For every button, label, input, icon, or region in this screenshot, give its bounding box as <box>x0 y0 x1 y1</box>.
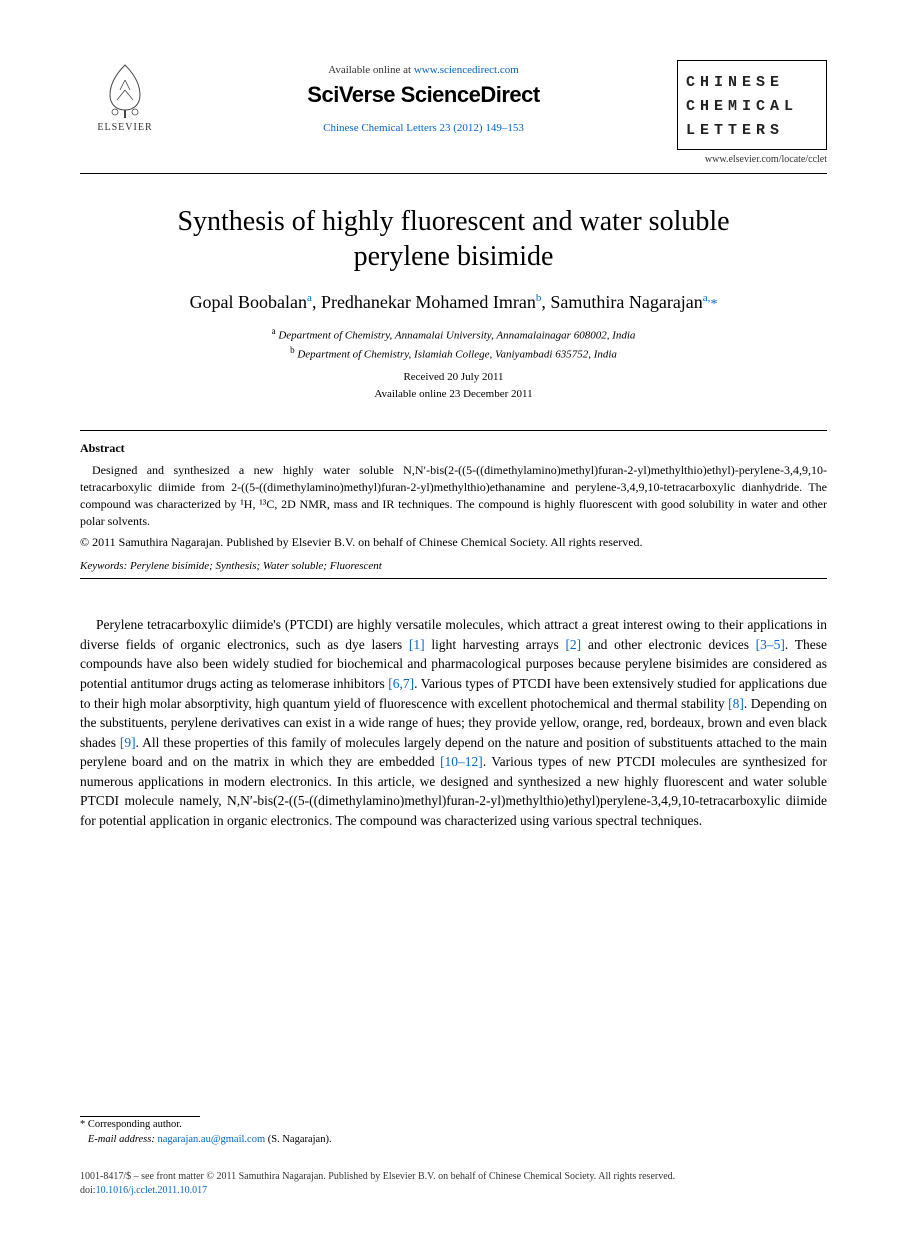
keywords-line: Keywords: Perylene bisimide; Synthesis; … <box>80 560 827 572</box>
date-received: Received 20 July 2011 <box>80 369 827 386</box>
ref-3-5[interactable]: [3–5] <box>756 637 785 652</box>
header-rule <box>80 173 827 174</box>
abstract-body: Designed and synthesized a new highly wa… <box>80 462 827 529</box>
corresponding-email[interactable]: nagarajan.au@gmail.com <box>157 1134 265 1145</box>
email-line: E-mail address: nagarajan.au@gmail.com (… <box>80 1132 827 1148</box>
page-header: ELSEVIER Available online at www.science… <box>80 60 827 165</box>
body-frag-3: and other electronic devices <box>581 637 755 652</box>
affiliations: a Department of Chemistry, Annamalai Uni… <box>80 325 827 363</box>
email-suffix: (S. Nagarajan). <box>265 1134 331 1145</box>
affiliation-b-text: Department of Chemistry, Islamiah Colleg… <box>297 349 617 361</box>
abstract-bottom-rule <box>80 578 827 579</box>
date-online: Available online 23 December 2011 <box>80 386 827 403</box>
ref-1[interactable]: [1] <box>409 637 425 652</box>
doi-label: doi: <box>80 1185 96 1196</box>
article-title: Synthesis of highly fluorescent and wate… <box>80 204 827 274</box>
corresponding-author-note: * Corresponding author. <box>80 1117 827 1133</box>
affiliation-b: b Department of Chemistry, Islamiah Coll… <box>80 344 827 363</box>
ref-2[interactable]: [2] <box>565 637 581 652</box>
journal-citation[interactable]: Chinese Chemical Letters 23 (2012) 149–1… <box>170 122 677 134</box>
abstract-top-rule <box>80 430 827 431</box>
footnotes-block: * Corresponding author. E-mail address: … <box>80 1116 827 1149</box>
corresponding-star-icon: * <box>710 297 717 312</box>
author-3: Samuthira Nagarajan <box>550 292 702 312</box>
email-label: E-mail address: <box>88 1134 158 1145</box>
keywords-text: Perylene bisimide; Synthesis; Water solu… <box>127 560 382 572</box>
elsevier-logo-block: ELSEVIER <box>80 60 170 133</box>
keywords-label: Keywords: <box>80 560 127 572</box>
journal-box-column: CHINESE CHEMICAL LETTERS www.elsevier.co… <box>677 60 827 165</box>
sciverse-logo-text: SciVerse ScienceDirect <box>170 82 677 108</box>
article-dates: Received 20 July 2011 Available online 2… <box>80 369 827 402</box>
page-bottom-block: 1001-8417/$ – see front matter © 2011 Sa… <box>80 1170 827 1198</box>
body-frag-2: light harvesting arrays <box>425 637 566 652</box>
front-matter-line: 1001-8417/$ – see front matter © 2011 Sa… <box>80 1170 827 1184</box>
elsevier-tree-icon <box>95 60 155 120</box>
ref-6-7[interactable]: [6,7] <box>388 676 414 691</box>
body-paragraph-1: Perylene tetracarboxylic diimide's (PTCD… <box>80 615 827 830</box>
author-2-affil: b <box>536 292 542 304</box>
abstract-copyright: © 2011 Samuthira Nagarajan. Published by… <box>80 534 827 551</box>
affiliation-a-text: Department of Chemistry, Annamalai Unive… <box>278 330 635 342</box>
journal-box-line-2: CHEMICAL <box>686 95 818 119</box>
authors-line: Gopal Boobalana, Predhanekar Mohamed Imr… <box>80 292 827 313</box>
elsevier-label: ELSEVIER <box>97 122 152 133</box>
header-center: Available online at www.sciencedirect.co… <box>170 60 677 134</box>
abstract-heading: Abstract <box>80 441 827 456</box>
doi-link[interactable]: 10.1016/j.cclet.2011.10.017 <box>96 1185 208 1196</box>
journal-box-line-1: CHINESE <box>686 71 818 95</box>
journal-title-box: CHINESE CHEMICAL LETTERS <box>677 60 827 150</box>
ref-10-12[interactable]: [10–12] <box>440 754 483 769</box>
title-line-2: perylene bisimide <box>354 241 554 272</box>
ref-8[interactable]: [8] <box>728 696 744 711</box>
doi-line: doi:10.1016/j.cclet.2011.10.017 <box>80 1184 827 1198</box>
title-line-1: Synthesis of highly fluorescent and wate… <box>177 206 729 237</box>
available-prefix: Available online at <box>328 64 414 76</box>
author-2: Predhanekar Mohamed Imran <box>321 292 536 312</box>
author-1: Gopal Boobalan <box>190 292 307 312</box>
available-online-line: Available online at www.sciencedirect.co… <box>170 64 677 76</box>
author-1-affil: a <box>307 292 312 304</box>
sciencedirect-url[interactable]: www.sciencedirect.com <box>414 64 519 76</box>
journal-box-line-3: LETTERS <box>686 119 818 143</box>
journal-locate-url[interactable]: www.elsevier.com/locate/cclet <box>677 154 827 165</box>
ref-9[interactable]: [9] <box>120 735 136 750</box>
affiliation-a: a Department of Chemistry, Annamalai Uni… <box>80 325 827 344</box>
